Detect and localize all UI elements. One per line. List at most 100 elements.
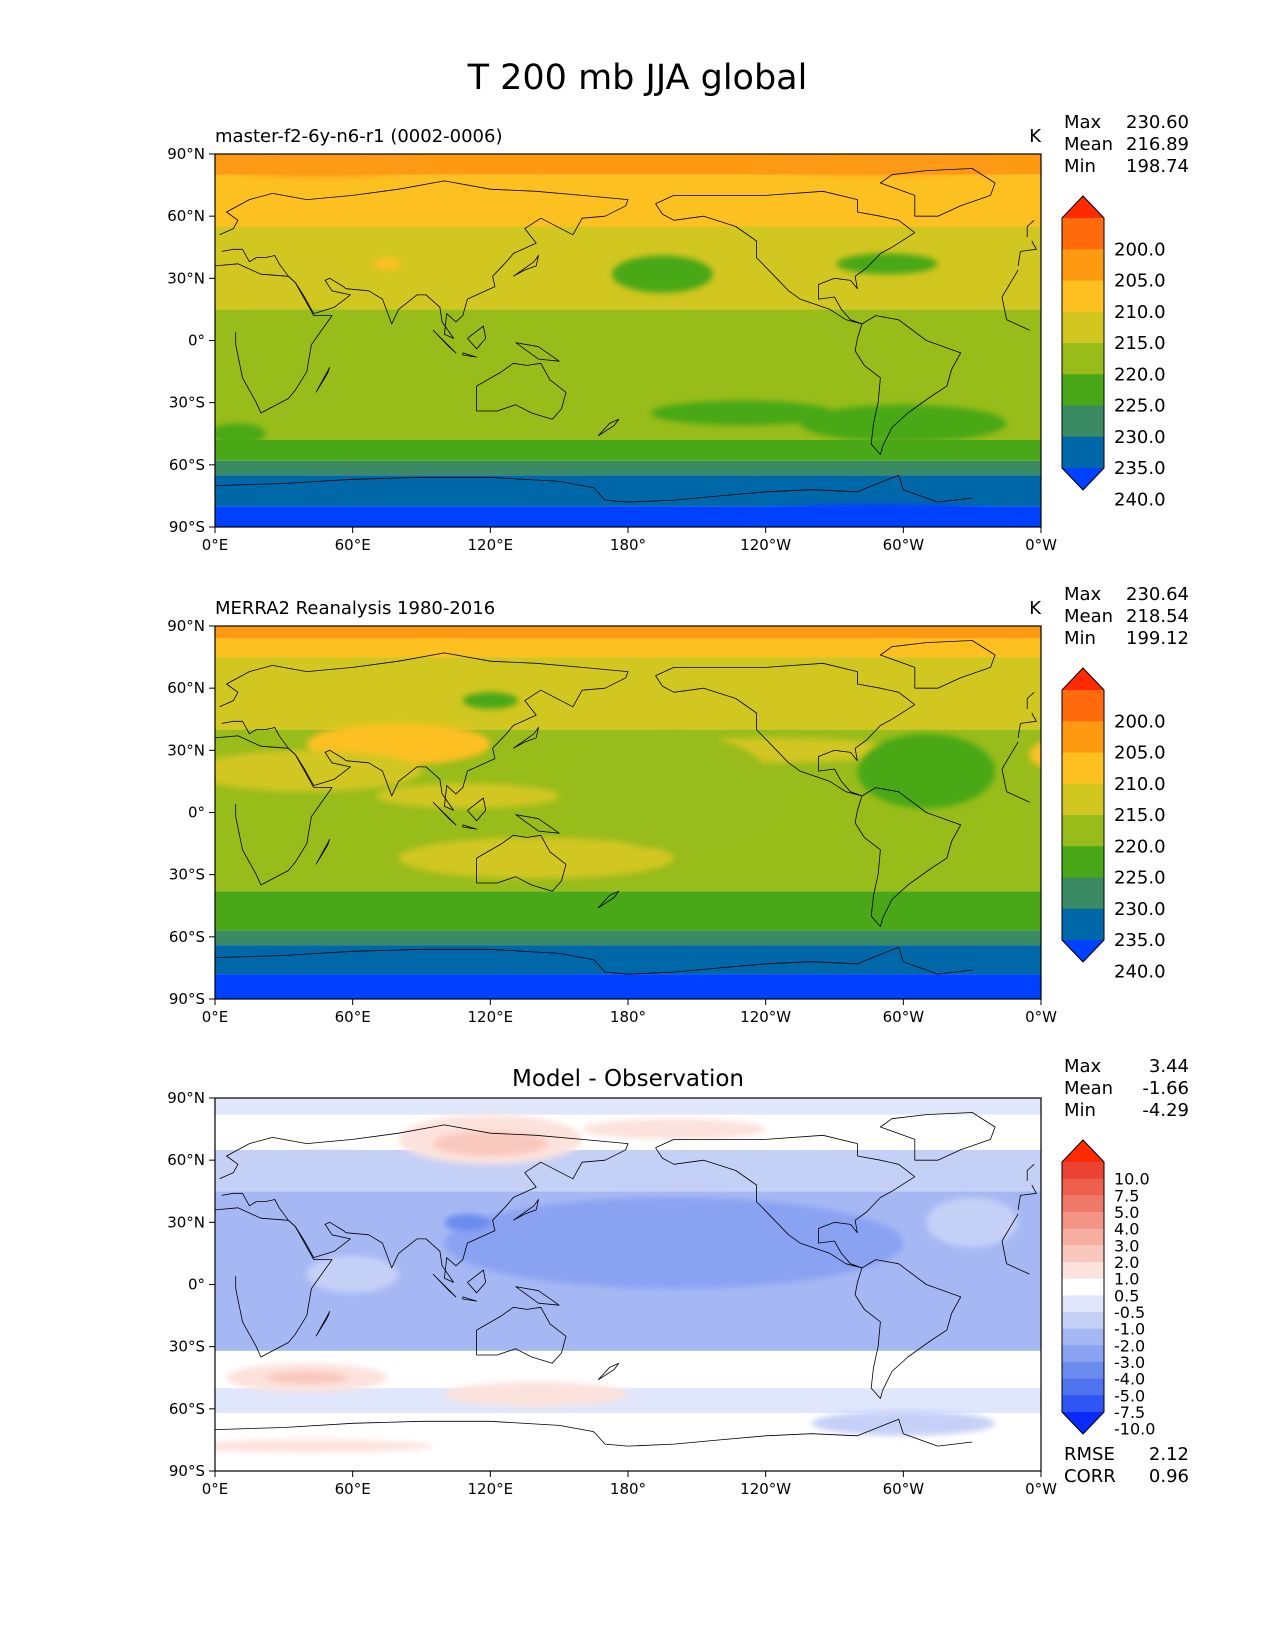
contour-band (215, 638, 1041, 658)
coastline (432, 1273, 457, 1298)
x-tick-label: 0°E (202, 1480, 229, 1498)
coastline (432, 801, 457, 826)
coastline (880, 168, 996, 217)
contour-blob (570, 733, 778, 850)
coastline (215, 735, 1030, 886)
contour-band (215, 1098, 1041, 1115)
colorbar-segment (1062, 1178, 1104, 1196)
colorbar-label: -10.0 (1114, 1420, 1155, 1439)
colorbar-segment (1062, 1378, 1104, 1396)
contour-blob (811, 1410, 996, 1436)
coastline (215, 1207, 1030, 1358)
panel-title: master-f2-6y-n6-r1 (0002-0006) (215, 126, 502, 147)
coastline (432, 329, 457, 354)
coastline (655, 1134, 916, 1269)
colorbar-segment (1062, 374, 1104, 406)
contour-blob (742, 504, 1019, 527)
colorbar-segment (1062, 783, 1104, 816)
y-tick-label: 30°S (169, 394, 205, 412)
coastline (515, 342, 560, 362)
colorbar-segment (1062, 1212, 1104, 1230)
stat-value: -4.29 (1142, 1100, 1189, 1121)
colorbar-label: 5.0 (1114, 1203, 1139, 1222)
colorbar-label: 200.0 (1114, 711, 1166, 732)
x-tick-label: 0°W (1025, 1480, 1057, 1498)
stat-value: 0.96 (1149, 1466, 1189, 1487)
contour-band (215, 626, 1041, 639)
coastline (513, 1199, 539, 1221)
stat-value: -1.66 (1142, 1078, 1189, 1099)
y-tick-label: 60°N (167, 207, 205, 225)
y-tick-label: 0° (188, 804, 205, 822)
coastline (880, 640, 996, 689)
coastline (854, 787, 962, 927)
coastline (476, 834, 567, 892)
y-tick-label: 90°N (167, 1089, 205, 1107)
panel-title: MERRA2 Reanalysis 1980-2016 (215, 598, 495, 619)
map-panel-3: 0°E 60°E 120°E 180° 120°W 60°W 0°W 90°N 60°N 30°N… (167, 1056, 1189, 1498)
stat-label: Mean (1064, 134, 1113, 155)
colorbar-segment (1062, 1228, 1104, 1246)
colorbar: 200.0 205.0 210.0 215.0 220.0 225.0 230.0 235.0… (1061, 195, 1166, 510)
coastline (462, 824, 477, 830)
x-tick-label: 120°W (740, 1480, 791, 1498)
colorbar-label: -2.0 (1114, 1336, 1145, 1355)
coastline (854, 315, 962, 455)
colorbar-label: 205.0 (1114, 743, 1166, 764)
y-tick-label: 30°N (167, 269, 205, 287)
field-fill (215, 154, 1041, 527)
contour-blobs (215, 692, 1041, 879)
stat-label: RMSE (1064, 1444, 1115, 1465)
colorbar: 200.0 205.0 210.0 215.0 220.0 225.0 230.0 235.0… (1061, 667, 1166, 982)
y-tick-label: 60°N (167, 1151, 205, 1169)
stat-value: 230.60 (1126, 112, 1189, 133)
y-tick-label: 90°S (169, 990, 205, 1008)
contour-blob (444, 1214, 491, 1231)
coastline (215, 263, 1030, 414)
coastline (315, 367, 331, 393)
contour-blob (1029, 742, 1041, 767)
x-tick-label: 60°E (335, 536, 371, 554)
x-tick-label: 180° (610, 536, 646, 554)
colorbar-label: -5.0 (1114, 1386, 1145, 1405)
contour-band (215, 475, 1041, 507)
colorbar-extend-bottom (1062, 1412, 1104, 1434)
units-label: K (1029, 598, 1042, 619)
contour-blob (800, 404, 1007, 443)
coastline (1026, 1164, 1035, 1181)
colorbar-segment (1062, 721, 1104, 753)
colorbar-extend-top (1062, 1140, 1104, 1162)
colorbar-segment (1062, 752, 1104, 785)
contour-band (215, 1388, 1041, 1413)
colorbar-segment (1062, 846, 1104, 878)
colorbar-segment (1062, 908, 1104, 941)
colorbar-segment (1062, 280, 1104, 313)
x-tick-label: 60°E (335, 1008, 371, 1026)
x-tick-label: 180° (610, 1008, 646, 1026)
colorbar-segment (1062, 436, 1104, 469)
coastline (597, 418, 620, 437)
colorbar-segment (1062, 343, 1104, 375)
coastline (854, 1259, 962, 1399)
colorbar-segment (1062, 1295, 1104, 1313)
colorbar-extend-bottom (1062, 468, 1104, 490)
colorbar-outline (1061, 667, 1105, 963)
map-panel-2: 0°E 60°E 120°E 180° 120°W 60°W 0°W 90°N 60°N 30°N… (167, 584, 1189, 1026)
map-panel-1: 0°E 60°E 120°E 180° 120°W 60°W 0°W 90°N 60°N 30°N… (167, 112, 1189, 554)
y-tick-label: 30°S (169, 866, 205, 884)
stat-value: 2.12 (1149, 1444, 1189, 1465)
contour-band (215, 460, 1041, 476)
stat-label: Mean (1064, 1078, 1113, 1099)
contour-blob (742, 158, 1019, 175)
coastline (219, 652, 1037, 811)
coastline (467, 797, 487, 822)
x-tick-label: 60°W (883, 1480, 925, 1498)
colorbar-label: 215.0 (1114, 805, 1166, 826)
contour-blob (398, 837, 674, 879)
colorbar-label: 3.0 (1114, 1236, 1139, 1255)
contour-band (215, 657, 1041, 730)
coastline (513, 255, 539, 277)
contour-blob (582, 1118, 766, 1140)
colorbar-segment (1062, 1328, 1104, 1346)
colorbar-label: 220.0 (1114, 836, 1166, 857)
